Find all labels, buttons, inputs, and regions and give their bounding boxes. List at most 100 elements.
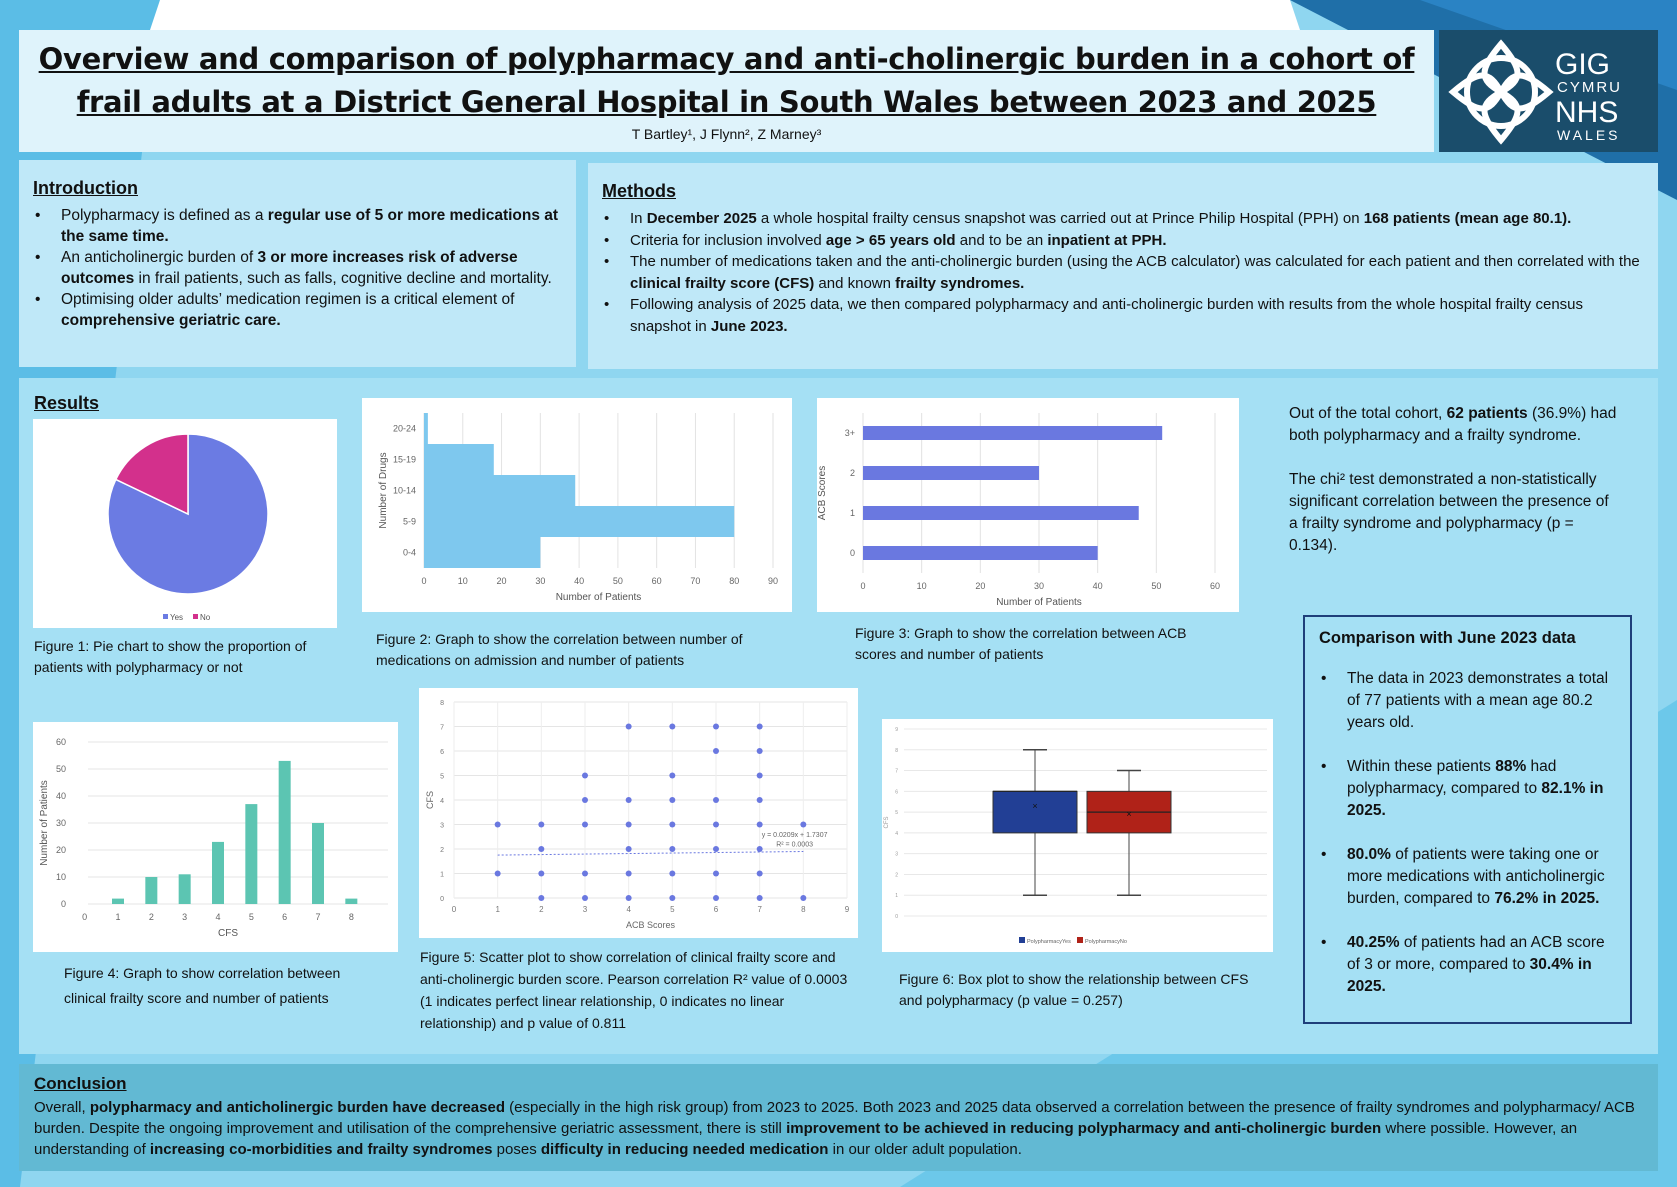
scatter-point: [625, 846, 632, 852]
scatter-point: [756, 797, 763, 803]
text: Within these patients: [1347, 758, 1496, 775]
text: in frail patients, such as falls, cognit…: [134, 270, 552, 287]
y-tick-label: 1: [850, 508, 855, 518]
x-tick-label: 2: [149, 912, 154, 922]
scatter-point: [800, 895, 807, 901]
methods-bullet-list: In December 2025 a whole hospital frailt…: [602, 208, 1644, 337]
bar-2: [863, 466, 1039, 480]
scatter-point: [713, 748, 719, 754]
text: The chi² test demonstrated a non-statist…: [1289, 471, 1609, 554]
introduction-section: Introduction Polypharmacy is defined as …: [19, 160, 576, 367]
y-axis-title: Number of Patients: [39, 780, 50, 866]
x-tick-label: 3: [182, 912, 187, 922]
y-tick-label: 3: [895, 852, 898, 858]
x-tick-label: 8: [349, 912, 354, 922]
y-tick-label: 7: [440, 725, 444, 732]
x-tick-label: 7: [757, 905, 762, 914]
scatter-point: [582, 821, 588, 828]
scatter-point: [800, 821, 807, 828]
legend-swatch-yes: [163, 614, 168, 619]
x-tick-label: 50: [1151, 581, 1161, 591]
text: of patients had an ACB score of 3 or mor…: [1347, 934, 1605, 973]
bar-cfs-2: [145, 877, 158, 904]
scatter-point: [669, 821, 676, 828]
legend-swatch-no: [193, 614, 198, 619]
logo-wales: WALES: [1557, 127, 1621, 143]
mean-marker-no: ×: [1126, 809, 1131, 819]
celtic-knot-icon: [1448, 39, 1554, 145]
title-banner: Overview and comparison of polypharmacy …: [19, 30, 1434, 152]
x-tick-label: 7: [315, 912, 320, 922]
bar-20-24: [424, 413, 428, 444]
bold-text: June 2023.: [710, 317, 788, 335]
bar-cfs-7: [312, 823, 324, 904]
scatter-point: [756, 895, 763, 901]
scatter-point: [582, 870, 588, 877]
x-tick-label: 4: [215, 912, 220, 922]
summary-paragraph: The chi² test demonstrated a non-statist…: [1289, 469, 1619, 557]
introduction-heading: Introduction: [33, 178, 138, 198]
bold-text: 62 patients: [1446, 405, 1528, 422]
x-tick-label: 10: [917, 581, 927, 591]
text: (36.9%) had both polypharmacy and a frai…: [1289, 405, 1617, 444]
scatter-point: [669, 772, 676, 779]
x-tick-label: 0: [860, 581, 865, 591]
y-tick-label: 20: [56, 845, 66, 855]
summary-paragraph: Out of the total cohort, 62 patients (36…: [1289, 403, 1619, 447]
text: In: [630, 210, 647, 227]
y-tick-label: 1: [895, 893, 898, 899]
y-tick-label: 3: [440, 823, 444, 830]
text: a whole hospital frailty census snapshot…: [756, 210, 1364, 227]
introduction-bullet: Optimising older adults’ medication regi…: [33, 289, 562, 331]
x-axis-title: Number of Patients: [556, 592, 642, 603]
trendline: [497, 851, 804, 856]
bold-text: regular use of 5 or more medications at …: [61, 207, 559, 245]
y-axis-title: CFS: [884, 817, 890, 829]
x-tick-label: 0: [452, 905, 457, 914]
x-tick-label: 90: [768, 576, 778, 586]
y-axis-title: ACB Scores: [817, 466, 828, 520]
y-tick-label: 30: [56, 818, 66, 828]
x-tick-label: 3: [583, 905, 588, 914]
x-tick-label: 30: [1034, 581, 1044, 591]
bar-cfs-8: [345, 898, 358, 904]
results-heading: Results: [34, 393, 100, 413]
y-tick-label: 20-24: [393, 424, 416, 434]
text: Optimising older adults’ medication regi…: [61, 291, 515, 308]
y-tick-label: 0: [61, 899, 66, 909]
scatter-point: [669, 870, 676, 877]
figure-1-pie-chart: Yes No: [33, 419, 337, 628]
bold-text: 3 or more increases risk of adverse outc…: [61, 249, 518, 287]
text: (especially in the high risk group) from…: [34, 1099, 1635, 1137]
bar-1: [863, 506, 1139, 520]
figure-6-box-plot: 0 1 2 3 4 5 6 7 8 9 CFS × PolypharmacyYes × Polypharma…: [882, 719, 1273, 952]
legend-label-yes: PolypharmacyYes: [1027, 939, 1071, 945]
text: The data in 2023 demonstrates a total of…: [1347, 670, 1609, 731]
scatter-point: [713, 821, 719, 828]
comparison-box: Comparison with June 2023 data The data …: [1303, 615, 1632, 1024]
logo-nhs: NHS: [1555, 96, 1618, 129]
x-tick-label: 60: [1210, 581, 1220, 591]
pie-slice-no: [114, 433, 189, 516]
text: of patients were taking one or more medi…: [1347, 846, 1605, 907]
y-tick-label: 10: [56, 872, 66, 882]
scatter-point: [713, 895, 719, 901]
bold-text: age > 65 years old: [825, 231, 956, 249]
y-tick-label: 2: [850, 468, 855, 478]
scatter-point: [494, 821, 501, 828]
x-axis-title: CFS: [218, 928, 238, 939]
bar-0-4: [424, 537, 541, 568]
y-tick-label: 9: [895, 727, 898, 733]
comparison-bullet-list: The data in 2023 demonstrates a total of…: [1319, 668, 1616, 998]
methods-section: Methods In December 2025 a whole hospita…: [588, 163, 1658, 369]
y-tick-label: 4: [440, 798, 444, 805]
figure-6-caption: Figure 6: Box plot to show the relations…: [899, 971, 1249, 1008]
text: poses: [492, 1141, 541, 1158]
scatter-point: [625, 870, 632, 877]
y-tick-label: 40: [56, 791, 66, 801]
scatter-point: [669, 723, 676, 730]
comparison-bullet: 40.25% of patients had an ACB score of 3…: [1319, 932, 1616, 998]
bold-text: clinical frailty score (CFS): [630, 274, 815, 292]
x-tick-label: 10: [458, 576, 468, 586]
bar-0: [863, 546, 1098, 560]
